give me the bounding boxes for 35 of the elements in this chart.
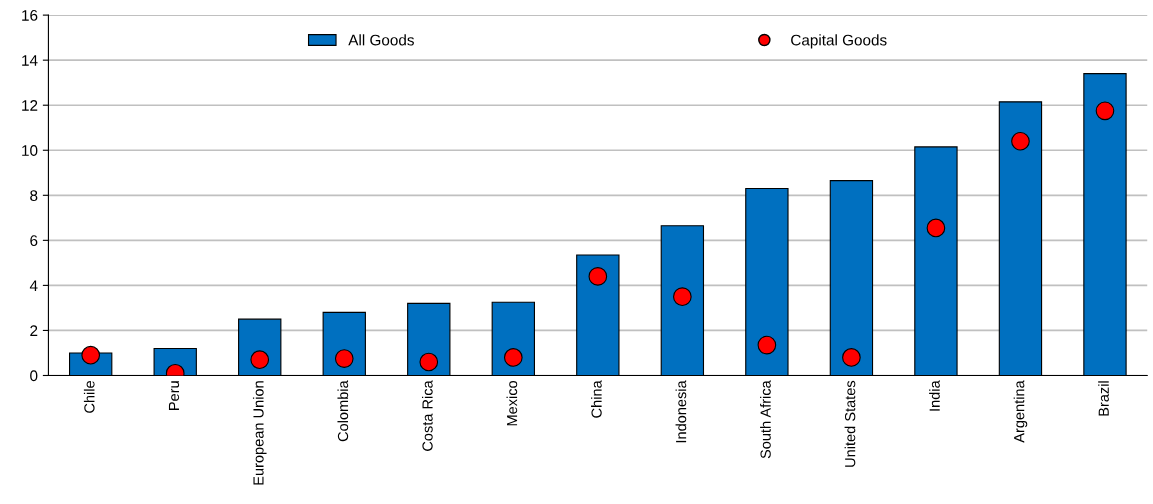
x-tick-label: Peru <box>168 381 180 410</box>
x-tick-label: Chile <box>83 380 95 413</box>
point <box>926 218 946 238</box>
x-tick-label: European Union <box>252 381 267 485</box>
point <box>673 287 692 306</box>
y-tick-label: 16 <box>22 9 38 21</box>
point <box>757 335 777 355</box>
x-tick-label: United States <box>844 380 856 467</box>
y-tick-label: 14 <box>22 55 38 66</box>
x-tick-label: Colombia <box>337 380 349 442</box>
point <box>334 349 354 368</box>
y-tick-label: 6 <box>30 235 38 247</box>
x-tick-label: China <box>591 380 602 418</box>
point <box>419 352 439 372</box>
y-tick-label: 0 <box>30 370 38 382</box>
x-tick-label: Costa Rica <box>421 380 433 451</box>
point <box>1011 131 1030 151</box>
point <box>842 348 861 367</box>
x-tick-label: Brazil <box>1098 381 1109 416</box>
y-tick-label: 2 <box>30 325 38 336</box>
legend-label: All Goods <box>348 34 414 46</box>
x-tick-label: Indonesia <box>675 380 687 443</box>
point <box>1095 101 1115 121</box>
legend-label: Capital Goods <box>791 34 887 49</box>
x-tick-label: Argentina <box>1013 380 1028 443</box>
point <box>503 348 523 367</box>
x-tick-label: South Africa <box>760 380 771 459</box>
x-tick-label: India <box>929 380 940 411</box>
point <box>588 267 608 286</box>
y-tick-label: 8 <box>30 190 38 201</box>
y-tick-label: 10 <box>22 145 38 156</box>
point <box>250 350 270 370</box>
y-tick-label: 12 <box>22 100 38 111</box>
x-tick-label: Mexico <box>506 380 518 426</box>
y-tick-label: 4 <box>29 280 38 291</box>
